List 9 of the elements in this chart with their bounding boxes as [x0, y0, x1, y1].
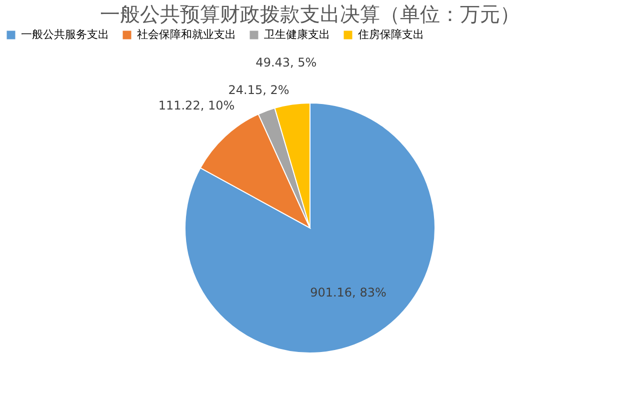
data-label: 901.16, 83%	[310, 286, 386, 300]
legend-label: 卫生健康支出	[264, 28, 330, 41]
legend-label: 社会保障和就业支出	[137, 28, 236, 41]
data-label: 24.15, 2%	[228, 83, 290, 98]
legend-label: 一般公共服务支出	[21, 28, 109, 41]
chart-title: 一般公共预算财政拨款支出决算（单位：万元）	[100, 2, 520, 26]
data-label: 49.43, 5%	[256, 56, 317, 70]
data-label: 111.22, 10%	[158, 98, 235, 113]
legend-label: 住房保障支出	[358, 28, 424, 41]
